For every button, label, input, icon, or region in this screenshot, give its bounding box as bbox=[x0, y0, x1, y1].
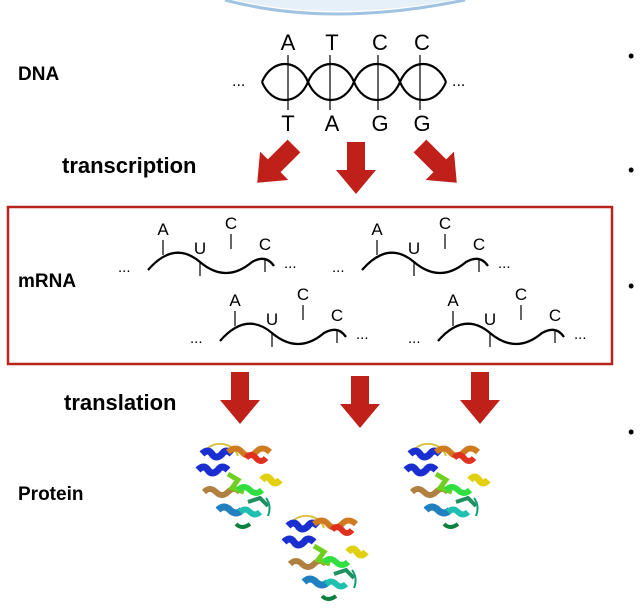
mrna-base-u: U bbox=[194, 239, 206, 258]
transcription-label: transcription bbox=[62, 153, 196, 178]
bullet-4: • bbox=[628, 422, 634, 442]
dna-top-base-3: C bbox=[372, 30, 388, 55]
mrna-base-c1: C bbox=[225, 214, 237, 233]
translation-arrow-center bbox=[340, 376, 380, 428]
dna-bottom-base-2: A bbox=[325, 111, 340, 136]
dna-label: DNA bbox=[18, 64, 59, 85]
mrna-base-c2: C bbox=[259, 235, 271, 254]
mrna-base-c1: C bbox=[297, 285, 309, 304]
dna-bottom-base-3: G bbox=[371, 111, 388, 136]
dna-bottom-base-4: G bbox=[413, 111, 430, 136]
dna-ellipsis-right: ... bbox=[452, 73, 465, 90]
mrna-strand-3: A U C C ... ... bbox=[190, 285, 369, 347]
mrna-base-c2: C bbox=[549, 306, 561, 325]
protein-1 bbox=[198, 444, 280, 527]
mrna-base-u: U bbox=[266, 310, 278, 329]
mrna-base-a: A bbox=[157, 220, 169, 239]
mrna-strand-1: A U C C ... ... bbox=[118, 214, 297, 276]
mrna-ellipsis-left: ... bbox=[408, 330, 421, 347]
protein-2 bbox=[284, 516, 366, 599]
mrna-ellipsis-right: ... bbox=[284, 255, 297, 272]
translation-arrow-left bbox=[220, 372, 260, 424]
protein-3 bbox=[406, 444, 488, 527]
mrna-base-c2: C bbox=[473, 235, 485, 254]
mrna-ellipsis-right: ... bbox=[574, 326, 587, 343]
mrna-ellipsis-right: ... bbox=[356, 326, 369, 343]
transcription-arrow-left bbox=[243, 132, 308, 197]
translation-arrows bbox=[220, 372, 500, 428]
mrna-base-u: U bbox=[484, 310, 496, 329]
dna-ellipsis-left: ... bbox=[232, 73, 245, 90]
dna-strand-2 bbox=[262, 64, 446, 100]
bullet-3: • bbox=[628, 276, 634, 296]
mrna-base-c1: C bbox=[515, 285, 527, 304]
bullet-1: • bbox=[628, 46, 634, 66]
mrna-base-a: A bbox=[229, 291, 241, 310]
mrna-base-a: A bbox=[371, 220, 383, 239]
mrna-base-a: A bbox=[447, 291, 459, 310]
translation-label: translation bbox=[64, 390, 176, 415]
transcription-arrows bbox=[243, 132, 471, 197]
dna-top-base-2: T bbox=[325, 30, 338, 55]
protein-label: Protein bbox=[18, 484, 83, 505]
mrna-base-c1: C bbox=[439, 214, 451, 233]
dna-helix: ... ... A T C C T A G G bbox=[232, 30, 465, 136]
mrna-ellipsis-left: ... bbox=[190, 330, 203, 347]
dna-bottom-base-1: T bbox=[281, 111, 294, 136]
bullet-2: • bbox=[628, 160, 634, 180]
mrna-base-c2: C bbox=[331, 306, 343, 325]
mrna-ellipsis-left: ... bbox=[118, 259, 131, 276]
mrna-strand-4: A U C C ... ... bbox=[408, 285, 587, 347]
mrna-base-u: U bbox=[408, 239, 420, 258]
dna-top-base-1: A bbox=[281, 30, 296, 55]
transcription-arrow-right bbox=[406, 132, 471, 197]
mrna-label: mRNA bbox=[18, 271, 76, 292]
mrna-ellipsis-right: ... bbox=[498, 255, 511, 272]
dna-top-base-4: C bbox=[414, 30, 430, 55]
mrna-ellipsis-left: ... bbox=[332, 259, 345, 276]
translation-arrow-right bbox=[460, 372, 500, 424]
transcription-arrow-center bbox=[336, 142, 376, 194]
mrna-strand-2: A U C C ... ... bbox=[332, 214, 511, 276]
